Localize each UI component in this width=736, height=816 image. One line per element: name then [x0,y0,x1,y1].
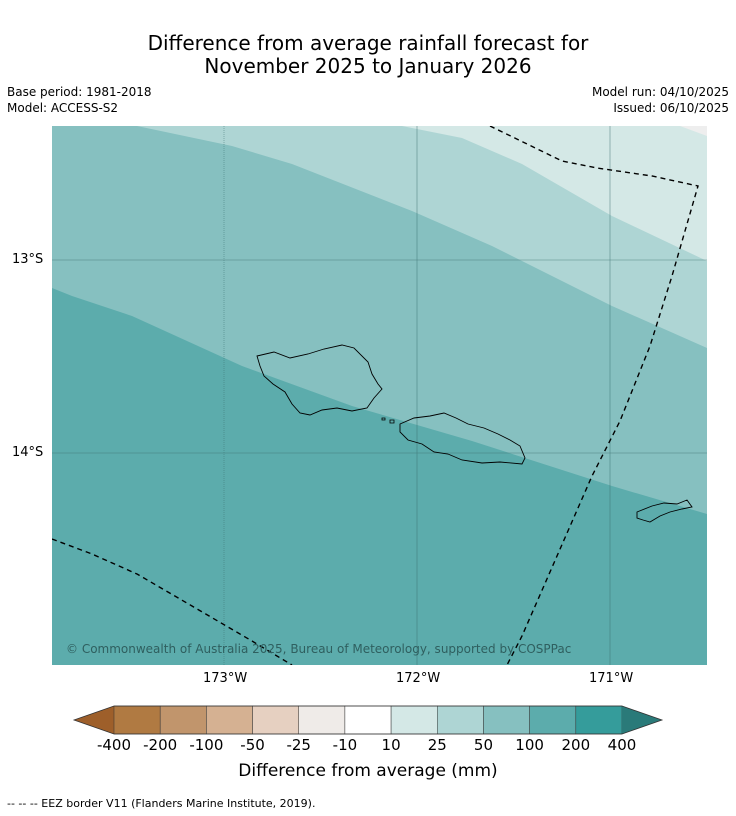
upolu-island [399,412,526,465]
colorbar-swatch-9 [529,705,577,735]
tutuila-island [636,499,693,523]
title-line-2: November 2025 to January 2026 [204,54,532,78]
manono-island [389,419,395,424]
eez-border-samoa-east [489,126,699,665]
lat-tick-13s: 13°S [12,252,44,267]
colorbar-label: 50 [473,736,493,754]
no-data-corner [680,126,707,136]
graticule [52,126,707,665]
colorbar-swatch-4 [298,705,346,735]
colorbar-label: -10 [332,736,358,754]
eez-legend-note: -- -- -- EEZ border V11 (Flanders Marine… [7,797,316,810]
savaii-island [256,344,383,416]
colorbar-label: -25 [286,736,311,754]
colorbar-swatch-2 [206,705,253,735]
model-name: Model: ACCESS-S2 [7,101,119,115]
colorbar-swatch-0 [113,705,161,735]
rainfall-map: © Commonwealth of Australia 2025, Bureau… [52,126,707,665]
lon-tick-171w: 171°W [589,671,634,686]
issued-date: Issued: 06/10/2025 [613,101,729,115]
base-period: Base period: 1981-2018 [7,85,152,99]
colorbar-label: 100 [515,736,544,754]
colorbar-swatch-3 [252,705,299,735]
apolima-island [381,417,386,421]
colorbar-label: 25 [427,736,447,754]
colorbar-swatch-8 [483,705,530,735]
colorbar-label: -200 [143,736,178,754]
colorbar [72,705,664,735]
lon-tick-173w: 173°W [203,671,248,686]
colorbar-label: 200 [561,736,591,754]
colorbar-swatch-5 [344,705,392,735]
colorbar-swatch-1 [159,705,207,735]
colorbar-extend-high [622,706,662,734]
lon-tick-172w: 172°W [396,671,441,686]
colorbar-label: 10 [381,736,401,754]
title-line-1: Difference from average rainfall forecas… [147,31,589,55]
model-run: Model run: 04/10/2025 [591,85,729,99]
colorbar-label: -400 [96,736,132,754]
eez-borders [52,126,699,665]
colorbar-extend-low [74,706,114,734]
lat-tick-14s: 14°S [12,445,44,460]
colorbar-swatch-10 [575,705,623,735]
colorbar-swatch-6 [390,705,438,735]
band-10-25 [402,126,707,261]
colorbar-label: -100 [189,736,224,754]
colorbar-label: 400 [607,736,637,754]
colorbar-title: Difference from average (mm) [238,761,498,781]
colorbar-label: -50 [240,736,265,754]
copyright-notice: © Commonwealth of Australia 2025, Bureau… [66,642,571,656]
colorbar-swatch-7 [437,705,484,735]
